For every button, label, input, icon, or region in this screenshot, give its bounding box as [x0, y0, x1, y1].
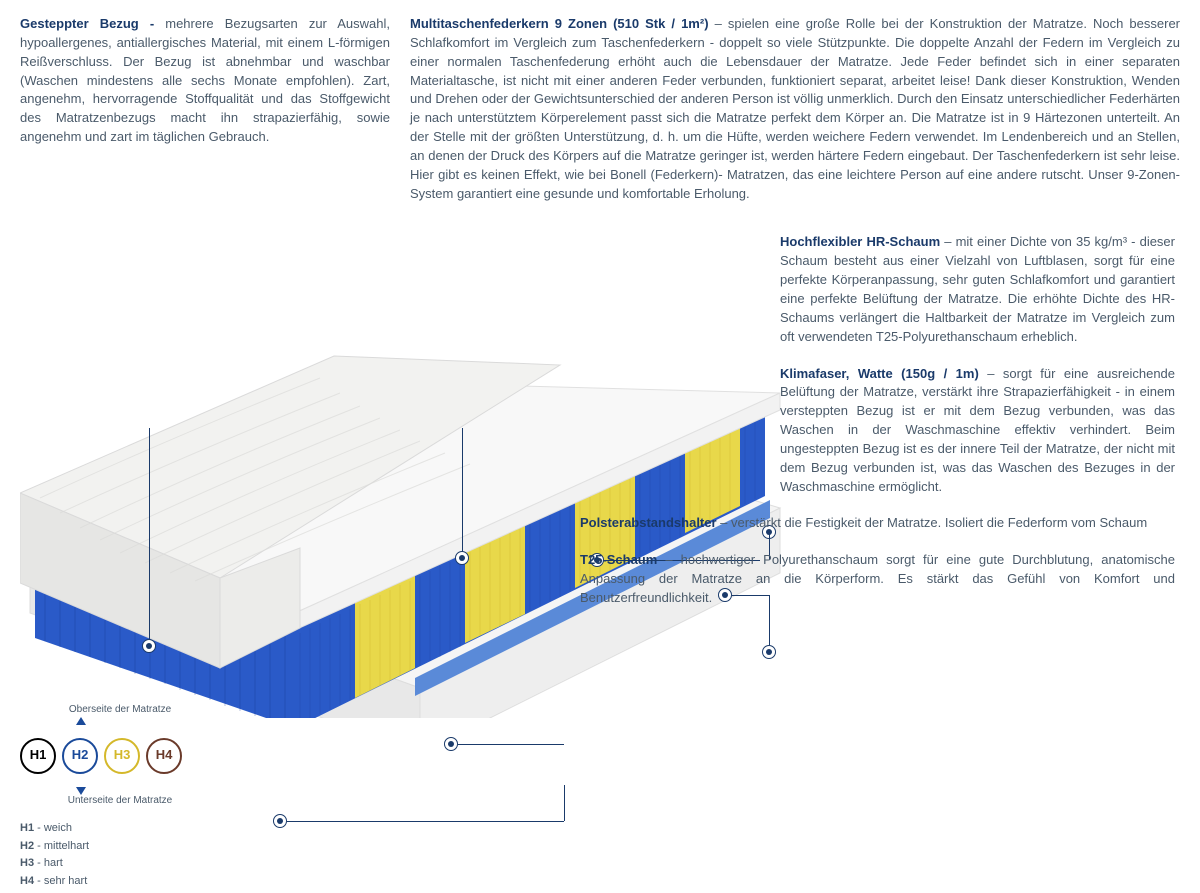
hardness-circle-h2: H2: [62, 738, 98, 774]
callout-line: [462, 428, 463, 552]
marker-polster: [444, 737, 458, 751]
title-hr: Hochflexibler HR-Schaum: [780, 234, 940, 249]
section-polster: Polsterabstandshalter – verstärkt die Fe…: [580, 514, 1175, 533]
title-springs: Multitaschenfederkern 9 Zonen (510 Stk /…: [410, 16, 709, 31]
diagram-area: Hochflexibler HR-Schaum – mit einer Dich…: [0, 213, 1200, 693]
hardness-legend: Oberseite der Matratze H1H2H3H4 Untersei…: [20, 700, 220, 890]
callout-line: [564, 785, 565, 821]
callout-line: [458, 744, 564, 745]
title-polster: Polsterabstandshalter: [580, 515, 717, 530]
hardness-legend-row: H4 - sehr hart: [20, 873, 220, 891]
title-cover: Gesteppter Bezug -: [20, 16, 165, 31]
arrow-down-icon: [76, 787, 86, 795]
arrow-up-icon: [76, 717, 86, 725]
body-klima: – sorgt für eine ausreichende Belüftung …: [780, 366, 1175, 494]
marker-t25: [273, 814, 287, 828]
hardness-legend-row: H1 - weich: [20, 820, 220, 838]
section-t25: T25-Schaum – hochwertiger Polyurethansch…: [580, 551, 1175, 608]
hardness-legend-row: H2 - mittelhart: [20, 838, 220, 856]
title-klima: Klimafaser, Watte (150g / 1m): [780, 366, 979, 381]
callout-line: [149, 428, 150, 640]
body-cover: mehrere Bezugsarten zur Auswahl, hypoall…: [20, 16, 390, 144]
title-t25: T25-Schaum: [580, 552, 657, 567]
section-cover: Gesteppter Bezug - mehrere Bezugsarten z…: [20, 15, 390, 203]
body-t25: – hochwertiger Polyurethanschaum sorgt f…: [580, 552, 1175, 605]
section-springs: Multitaschenfederkern 9 Zonen (510 Stk /…: [410, 15, 1180, 203]
body-polster: – verstärkt die Festigkeit der Matratze.…: [717, 515, 1148, 530]
hardness-circle-h3: H3: [104, 738, 140, 774]
hardness-circle-h1: H1: [20, 738, 56, 774]
body-springs: – spielen eine große Rolle bei der Konst…: [410, 16, 1180, 201]
hardness-circle-h4: H4: [146, 738, 182, 774]
hardness-legend-row: H3 - hart: [20, 855, 220, 873]
body-hr: – mit einer Dichte von 35 kg/m³ - dieser…: [780, 234, 1175, 343]
callout-line: [287, 821, 564, 822]
hardness-top-label: Oberseite der Matratze: [20, 703, 220, 718]
section-klimafaser: Klimafaser, Watte (150g / 1m) – sorgt fü…: [780, 365, 1175, 497]
section-hr-schaum: Hochflexibler HR-Schaum – mit einer Dich…: [780, 233, 1175, 346]
hardness-bottom-label: Unterseite der Matratze: [20, 794, 220, 809]
